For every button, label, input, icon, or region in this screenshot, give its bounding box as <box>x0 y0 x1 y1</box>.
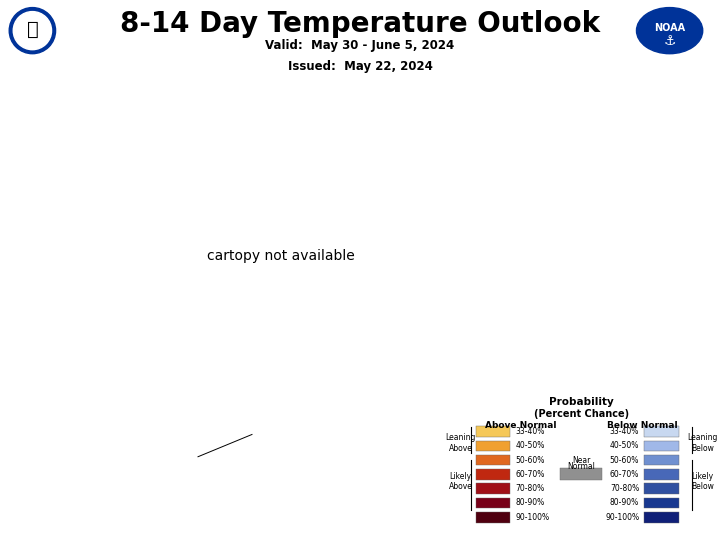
Text: (Percent Chance): (Percent Chance) <box>534 409 629 419</box>
Text: 33-40%: 33-40% <box>516 427 545 436</box>
Bar <box>644 426 679 437</box>
Circle shape <box>13 12 52 50</box>
Text: Below Normal: Below Normal <box>606 421 677 430</box>
Bar <box>644 469 679 480</box>
Bar <box>477 483 510 494</box>
Text: 8-14 Day Temperature Outlook: 8-14 Day Temperature Outlook <box>120 10 600 38</box>
Text: Above Normal: Above Normal <box>485 421 557 430</box>
Bar <box>644 498 679 508</box>
Text: Probability: Probability <box>549 397 613 407</box>
Text: ⚓: ⚓ <box>663 33 676 48</box>
Text: 60-70%: 60-70% <box>610 470 639 479</box>
Text: 🦅: 🦅 <box>27 20 38 39</box>
Bar <box>477 498 510 508</box>
Text: 70-80%: 70-80% <box>610 484 639 493</box>
Text: 90-100%: 90-100% <box>605 513 639 522</box>
Bar <box>477 441 510 451</box>
Bar <box>644 512 679 522</box>
Bar <box>477 455 510 466</box>
Text: NOAA: NOAA <box>654 23 685 33</box>
Text: Leaning
Below: Leaning Below <box>687 433 717 453</box>
Text: 80-90%: 80-90% <box>610 499 639 507</box>
Text: Likely
Below: Likely Below <box>691 472 714 491</box>
Circle shape <box>9 8 55 53</box>
Bar <box>477 469 510 480</box>
Text: 40-50%: 40-50% <box>516 441 545 451</box>
Text: cartopy not available: cartopy not available <box>207 249 355 263</box>
Text: Likely
Above: Likely Above <box>449 472 472 491</box>
Text: 70-80%: 70-80% <box>516 484 545 493</box>
Text: 50-60%: 50-60% <box>516 456 545 465</box>
Text: 80-90%: 80-90% <box>516 499 545 507</box>
Text: Valid:  May 30 - June 5, 2024: Valid: May 30 - June 5, 2024 <box>266 39 454 52</box>
Bar <box>560 468 603 481</box>
Text: 50-60%: 50-60% <box>610 456 639 465</box>
Bar <box>644 455 679 466</box>
Text: 33-40%: 33-40% <box>610 427 639 436</box>
Bar <box>644 441 679 451</box>
Text: Normal: Normal <box>567 462 595 471</box>
Text: 90-100%: 90-100% <box>516 513 550 522</box>
Text: Near: Near <box>572 456 590 466</box>
Text: Leaning
Above: Leaning Above <box>446 433 476 453</box>
Text: 60-70%: 60-70% <box>516 470 545 479</box>
Bar <box>644 483 679 494</box>
Circle shape <box>636 8 703 53</box>
Bar <box>477 512 510 522</box>
Bar <box>477 426 510 437</box>
Text: 40-50%: 40-50% <box>610 441 639 451</box>
Text: Issued:  May 22, 2024: Issued: May 22, 2024 <box>287 60 433 73</box>
